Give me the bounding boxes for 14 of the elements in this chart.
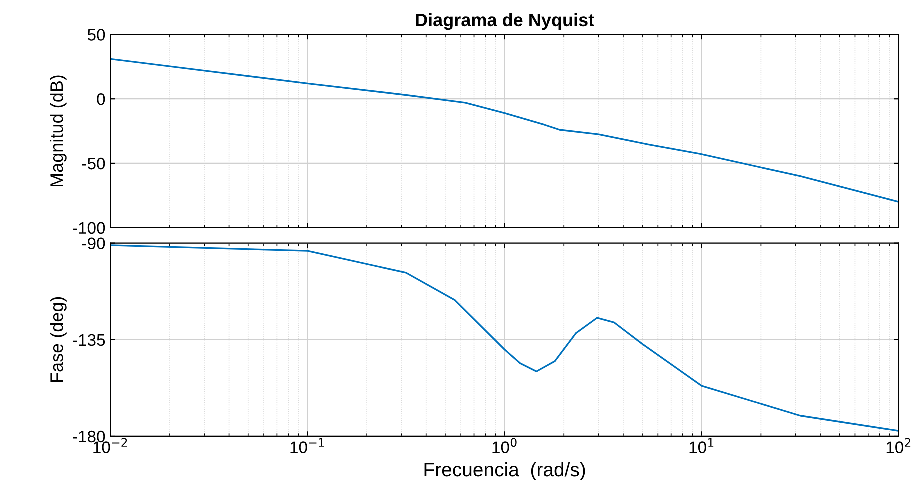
y-tick-label: -100 <box>73 222 106 234</box>
y-axis-title: Fase (deg) <box>50 297 67 382</box>
x-tick-label: 10$^{−1}$ <box>290 438 324 454</box>
y-tick-label: -90 <box>82 238 106 250</box>
x-axis-title: Frecuencia (rad/s) <box>424 462 586 481</box>
x-tick-label: 10$^{1}$ <box>690 438 714 454</box>
chart-title: Diagrama de Nyquist <box>416 13 594 30</box>
y-axis-title: Magnitud (dB) <box>50 76 67 187</box>
y-tick-label: -50 <box>82 158 106 170</box>
x-tick-label: 10$^{2}$ <box>886 438 911 454</box>
y-tick-label: 0 <box>97 94 106 106</box>
x-tick-label: 10$^{0}$ <box>492 438 517 454</box>
y-tick-label: 50 <box>88 29 106 41</box>
y-tick-label: -135 <box>73 334 106 346</box>
